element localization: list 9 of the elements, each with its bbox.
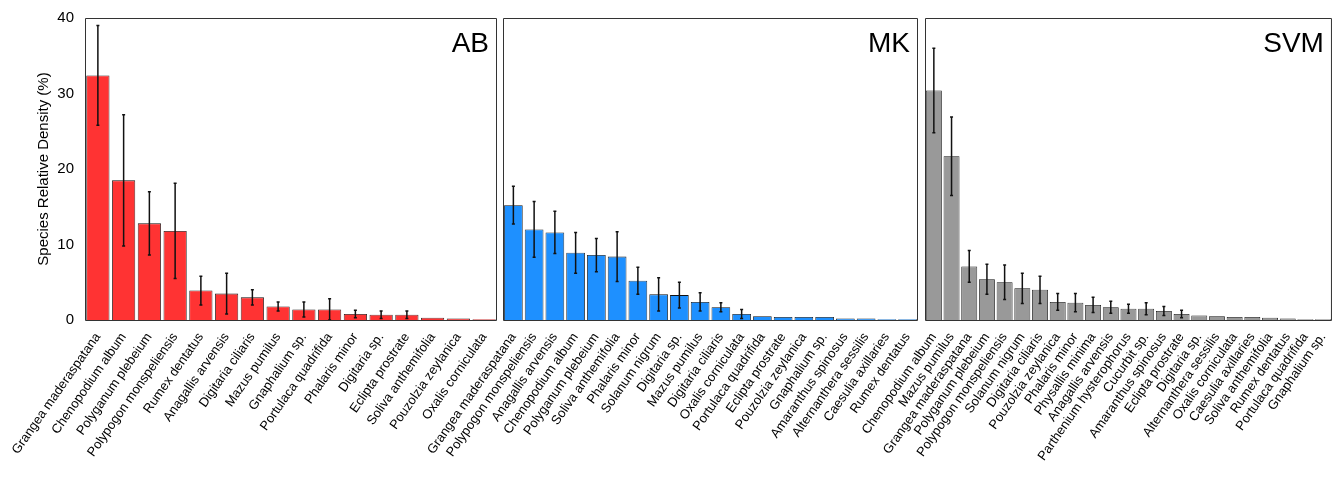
- y-tick-label: 30: [57, 83, 74, 101]
- chart-title: SVM: [1263, 26, 1324, 58]
- y-tick-label: 40: [57, 8, 74, 26]
- y-tick-label: 0: [65, 310, 74, 328]
- y-tick-label: 10: [57, 234, 74, 252]
- chart-title: MK: [868, 26, 911, 58]
- y-axis-title: Species Relative Density (%): [34, 72, 52, 266]
- chart-title: AB: [451, 26, 489, 58]
- y-tick-label: 20: [57, 159, 74, 177]
